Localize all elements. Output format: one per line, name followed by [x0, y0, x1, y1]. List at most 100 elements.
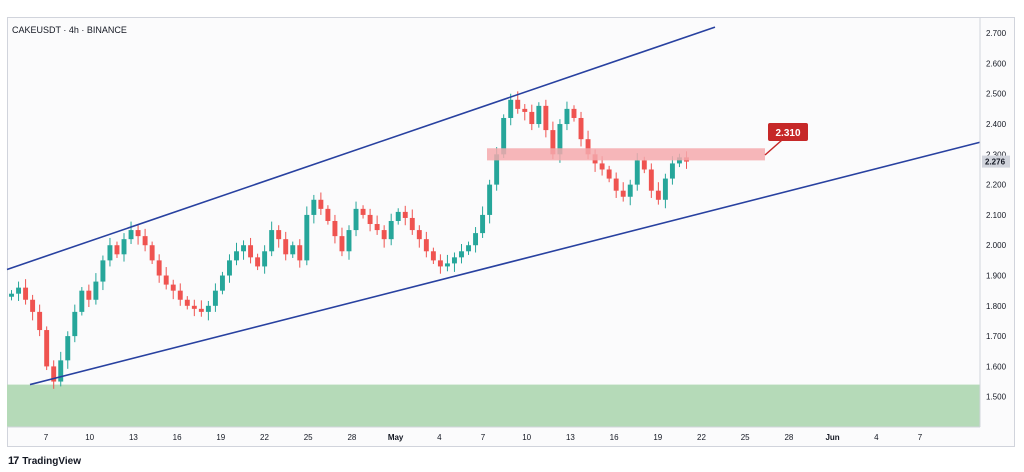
candle-body: [51, 366, 57, 382]
last-price-tag: [982, 155, 1010, 168]
tradingview-logo-icon: 17: [8, 455, 19, 467]
candle-body: [149, 245, 155, 261]
chart-panel[interactable]: [7, 17, 1015, 447]
support-zone: [7, 384, 980, 427]
candle-body: [669, 163, 675, 179]
brand-name: TradingView: [22, 455, 81, 467]
candle-body: [473, 233, 479, 246]
candle-body: [255, 257, 261, 267]
candle-body: [494, 154, 500, 185]
y-tick-label: 1.600: [986, 362, 1007, 371]
candle-body: [30, 299, 36, 312]
candle-body: [198, 308, 204, 312]
x-tick-label: 4: [874, 433, 879, 442]
callout-pointer: [764, 139, 783, 156]
candle-body: [121, 239, 127, 255]
candle-body: [480, 214, 486, 234]
candle-body: [557, 124, 563, 155]
candle-body: [304, 214, 310, 261]
tradingview-logo[interactable]: 17 TradingView: [8, 455, 81, 467]
candle-body: [662, 178, 668, 200]
last-price-label: 2.276: [985, 158, 1006, 167]
x-tick-label: 16: [610, 433, 619, 442]
candle-body: [416, 230, 422, 240]
candle-body: [58, 360, 64, 382]
candle-body: [402, 211, 408, 218]
candle-body: [269, 230, 275, 252]
candle-body: [550, 130, 556, 155]
resistance-label: 2.310: [775, 128, 800, 139]
candle-body: [16, 287, 22, 294]
candle-body: [367, 214, 373, 225]
candle-body: [536, 105, 542, 125]
x-tick-label: 10: [85, 433, 94, 442]
y-tick-label: 2.600: [986, 59, 1007, 68]
x-tick-label: Jun: [825, 433, 839, 442]
x-tick-label: 28: [784, 433, 793, 442]
candle-body: [515, 99, 521, 109]
candle-body: [360, 208, 366, 215]
y-tick-label: 1.900: [986, 272, 1007, 281]
x-tick-label: 28: [347, 433, 356, 442]
x-tick-label: 13: [566, 433, 575, 442]
candle-body: [297, 245, 303, 261]
x-tick-label: 7: [44, 433, 49, 442]
candle-body: [276, 230, 282, 240]
candle-body: [241, 245, 246, 252]
candle-body: [227, 260, 232, 276]
candle-body: [135, 230, 141, 237]
candle-body: [501, 117, 507, 155]
candle-body: [44, 330, 50, 367]
candle-body: [290, 245, 296, 255]
y-tick-label: 2.100: [986, 211, 1007, 220]
candle-body: [388, 220, 394, 240]
candle-body: [459, 251, 464, 258]
candle-body: [543, 105, 549, 131]
candle-body: [381, 230, 387, 240]
candle-body: [641, 160, 647, 170]
resistance-zone: [487, 148, 765, 161]
x-tick-label: 7: [918, 433, 923, 442]
x-tick-label: 4: [437, 433, 442, 442]
candle-body: [86, 290, 92, 300]
candle-body: [627, 184, 633, 197]
candle-body: [107, 245, 113, 261]
x-tick-label: 19: [653, 433, 662, 442]
candle-body: [606, 169, 612, 179]
candle-body: [311, 199, 317, 215]
x-tick-label: 13: [129, 433, 138, 442]
y-tick-label: 1.800: [986, 302, 1007, 311]
candle-body: [423, 239, 429, 252]
x-tick-label: 7: [481, 433, 486, 442]
candle-body: [23, 287, 29, 300]
y-tick-label: 2.000: [986, 241, 1007, 250]
candle-body: [191, 305, 197, 309]
candle-body: [248, 245, 254, 258]
candle-body: [128, 230, 134, 240]
x-tick-label: 10: [522, 433, 531, 442]
candle-body: [613, 178, 619, 191]
y-tick-label: 1.700: [986, 332, 1007, 341]
resistance-label-box: [768, 123, 808, 141]
candle-body: [205, 305, 211, 312]
candle-body: [353, 208, 359, 231]
candle-body: [620, 190, 626, 197]
y-tick-label: 1.500: [986, 393, 1007, 402]
x-tick-label: 25: [304, 433, 313, 442]
candle-body: [437, 260, 443, 267]
y-tick-label: 2.400: [986, 120, 1007, 129]
candle-body: [332, 220, 338, 237]
candle-body: [234, 251, 239, 261]
candle-body: [37, 311, 43, 331]
candle-body: [79, 290, 85, 312]
candle-body: [430, 251, 436, 261]
candle-body: [184, 299, 190, 306]
candle-body: [564, 108, 570, 125]
y-tick-label: 2.300: [986, 150, 1007, 159]
candle-body: [409, 217, 415, 231]
candle-body: [508, 99, 514, 118]
candle-body: [9, 293, 14, 297]
candle-body: [93, 281, 99, 300]
candle-body: [156, 260, 162, 276]
